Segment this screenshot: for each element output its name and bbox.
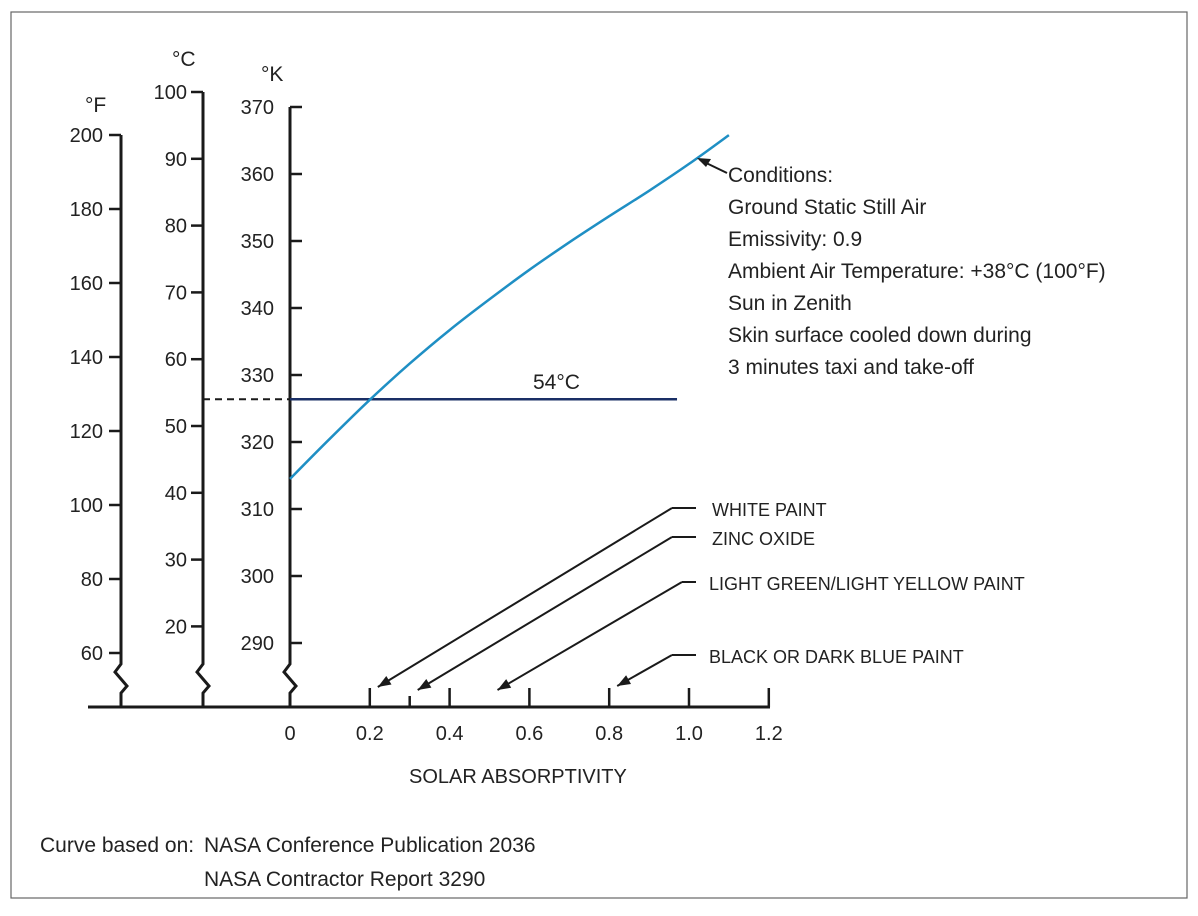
conditions-line: Ambient Air Temperature: +38°C (100°F) xyxy=(728,260,1106,283)
figure-border xyxy=(10,11,1188,899)
x-tick-label: 1.0 xyxy=(675,723,703,745)
paint-leader-line xyxy=(417,536,673,691)
fahrenheit-tick-label: 180 xyxy=(70,199,103,221)
fahrenheit-tick-label: 160 xyxy=(70,273,103,295)
fahrenheit-tick-label: 140 xyxy=(70,347,103,369)
celsius-unit-label: °C xyxy=(172,48,196,71)
kelvin-tick-label: 290 xyxy=(241,633,274,655)
x-tick-label: 0.4 xyxy=(436,723,464,745)
fahrenheit-tick-label: 120 xyxy=(70,421,103,443)
paint-label-black: BLACK OR DARK BLUE PAINT xyxy=(709,647,964,667)
celsius-axis-line xyxy=(195,92,211,707)
x-tick-label: 1.2 xyxy=(755,723,783,745)
kelvin-tick-label: 320 xyxy=(241,432,274,454)
celsius-tick-label: 100 xyxy=(154,82,187,104)
celsius-tick-label: 80 xyxy=(165,216,187,238)
fahrenheit-tick-label: 100 xyxy=(70,495,103,517)
fahrenheit-tick-label: 60 xyxy=(81,643,103,665)
conditions-line: 3 minutes taxi and take-off xyxy=(728,356,974,379)
paint-label-zinc-oxide: ZINC OXIDE xyxy=(712,529,815,549)
conditions-line: Sun in Zenith xyxy=(728,292,852,315)
kelvin-axis-line xyxy=(282,107,298,707)
kelvin-tick-label: 300 xyxy=(241,566,274,588)
paint-leader-line xyxy=(496,581,683,691)
paint-label-light-green: LIGHT GREEN/LIGHT YELLOW PAINT xyxy=(709,574,1025,594)
conditions-line: Emissivity: 0.9 xyxy=(728,228,862,251)
conditions-line: Ground Static Still Air xyxy=(728,196,926,219)
fahrenheit-tick-label: 80 xyxy=(81,569,103,591)
kelvin-tick-label: 330 xyxy=(241,365,274,387)
conditions-arrowhead xyxy=(697,158,711,167)
credits-line-1: NASA Conference Publication 2036 xyxy=(204,834,536,857)
kelvin-unit-label: °K xyxy=(261,63,283,86)
kelvin-tick-label: 360 xyxy=(241,164,274,186)
kelvin-tick-label: 370 xyxy=(241,97,274,119)
paint-arrowhead xyxy=(377,676,392,687)
celsius-tick-label: 70 xyxy=(165,282,187,304)
kelvin-tick-label: 350 xyxy=(241,231,274,253)
x-tick-label: 0.8 xyxy=(595,723,623,745)
celsius-tick-label: 50 xyxy=(165,416,187,438)
conditions-line: Skin surface cooled down during xyxy=(728,324,1032,347)
celsius-tick-label: 40 xyxy=(165,483,187,505)
reference-line-label: 54°C xyxy=(533,371,580,394)
fahrenheit-unit-label: °F xyxy=(85,94,106,117)
conditions-title: Conditions: xyxy=(728,164,833,187)
x-tick-label: 0.2 xyxy=(356,723,384,745)
temperature-curve xyxy=(289,134,730,480)
x-tick-label: 0 xyxy=(284,723,295,745)
x-axis-title: SOLAR ABSORPTIVITY xyxy=(409,766,627,788)
x-tick-label: 0.6 xyxy=(515,723,543,745)
paint-arrowhead xyxy=(497,679,512,690)
kelvin-tick-label: 340 xyxy=(241,298,274,320)
celsius-tick-label: 90 xyxy=(165,149,187,171)
celsius-tick-label: 60 xyxy=(165,349,187,371)
paint-label-white: WHITE PAINT xyxy=(712,500,827,520)
kelvin-tick-label: 310 xyxy=(241,499,274,521)
paint-arrowhead xyxy=(417,679,432,690)
celsius-tick-label: 30 xyxy=(165,550,187,572)
paint-leader-line xyxy=(377,507,673,688)
celsius-tick-label: 20 xyxy=(165,616,187,638)
credits-line-2: NASA Contractor Report 3290 xyxy=(204,868,486,891)
fahrenheit-tick-label: 200 xyxy=(70,125,103,147)
fahrenheit-axis-line xyxy=(113,135,129,707)
credits-prefix: Curve based on: xyxy=(40,834,195,857)
paint-arrowhead xyxy=(617,675,631,686)
